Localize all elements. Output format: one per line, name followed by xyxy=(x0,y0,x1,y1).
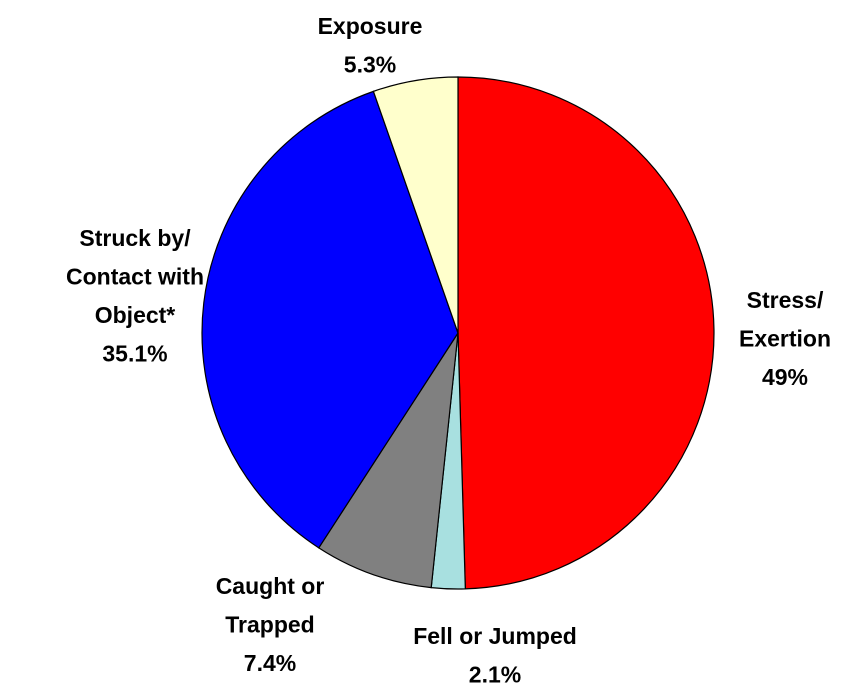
pie-slice xyxy=(317,332,459,589)
value-label: 49% xyxy=(762,364,808,390)
slice-label: Caught or xyxy=(216,573,325,599)
value-label: 2.1% xyxy=(469,662,521,687)
value-label: 5.3% xyxy=(344,52,396,78)
slice-label: Fell or Jumped xyxy=(413,623,577,649)
slice-label: Stress/ xyxy=(747,287,824,313)
slice-label: Object* xyxy=(95,302,176,328)
slice-label: Trapped xyxy=(225,612,314,638)
pie-slice xyxy=(201,90,459,549)
pie-slice xyxy=(372,76,459,334)
slice-label: Struck by/ xyxy=(79,225,191,251)
slice-label: Contact with xyxy=(66,264,204,290)
pie-slice xyxy=(457,76,715,590)
slice-label: Exposure xyxy=(318,13,423,39)
value-label: 35.1% xyxy=(102,341,167,367)
slice-label: Exertion xyxy=(739,326,831,352)
value-label: 7.4% xyxy=(244,650,296,676)
